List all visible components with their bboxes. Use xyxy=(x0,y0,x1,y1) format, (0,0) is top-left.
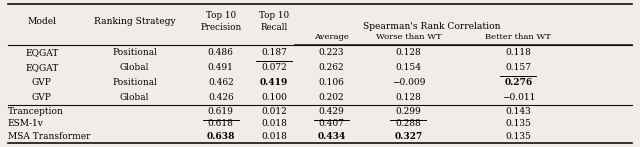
Text: 0.426: 0.426 xyxy=(208,93,234,102)
Text: Average: Average xyxy=(314,33,349,41)
Text: 0.434: 0.434 xyxy=(317,132,346,141)
Text: 0.462: 0.462 xyxy=(208,78,234,87)
Text: 0.407: 0.407 xyxy=(319,119,344,128)
Text: −0.009: −0.009 xyxy=(392,78,425,87)
Text: GVP: GVP xyxy=(31,93,52,102)
Text: 0.419: 0.419 xyxy=(260,78,288,87)
Text: EQGAT: EQGAT xyxy=(25,48,58,57)
Text: Positional: Positional xyxy=(112,48,157,57)
Text: 0.299: 0.299 xyxy=(396,107,421,116)
Text: Top 10
Precision: Top 10 Precision xyxy=(200,11,241,32)
Text: 0.187: 0.187 xyxy=(261,48,287,57)
Text: 0.262: 0.262 xyxy=(319,63,344,72)
Text: Worse than WT: Worse than WT xyxy=(376,33,441,41)
Text: 0.118: 0.118 xyxy=(506,48,531,57)
Text: 0.135: 0.135 xyxy=(506,132,531,141)
Text: 0.018: 0.018 xyxy=(261,132,287,141)
Text: 0.128: 0.128 xyxy=(396,93,421,102)
Text: 0.157: 0.157 xyxy=(506,63,531,72)
Text: 0.429: 0.429 xyxy=(319,107,344,116)
Text: 0.143: 0.143 xyxy=(506,107,531,116)
Text: 0.491: 0.491 xyxy=(208,63,234,72)
Text: 0.128: 0.128 xyxy=(396,48,421,57)
Text: Spearman's Rank Correlation: Spearman's Rank Correlation xyxy=(363,22,500,31)
Text: 0.018: 0.018 xyxy=(261,119,287,128)
Text: 0.012: 0.012 xyxy=(261,107,287,116)
Text: 0.202: 0.202 xyxy=(319,93,344,102)
Text: Model: Model xyxy=(27,17,56,26)
Text: 0.106: 0.106 xyxy=(319,78,344,87)
Text: 0.100: 0.100 xyxy=(261,93,287,102)
Text: −0.011: −0.011 xyxy=(502,93,535,102)
Text: GVP: GVP xyxy=(31,78,52,87)
Text: Tranception: Tranception xyxy=(8,107,63,116)
Text: ESM-1v: ESM-1v xyxy=(8,119,44,128)
Text: Global: Global xyxy=(120,63,149,72)
Text: 0.072: 0.072 xyxy=(261,63,287,72)
Text: 0.288: 0.288 xyxy=(396,119,421,128)
Text: Top 10
Recall: Top 10 Recall xyxy=(259,11,289,32)
Text: 0.618: 0.618 xyxy=(208,119,234,128)
Text: 0.154: 0.154 xyxy=(396,63,421,72)
Text: 0.327: 0.327 xyxy=(394,132,422,141)
Text: Ranking Strategy: Ranking Strategy xyxy=(93,17,175,26)
Text: 0.619: 0.619 xyxy=(208,107,234,116)
Text: Positional: Positional xyxy=(112,78,157,87)
Text: EQGAT: EQGAT xyxy=(25,63,58,72)
Text: Global: Global xyxy=(120,93,149,102)
Text: 0.486: 0.486 xyxy=(208,48,234,57)
Text: 0.135: 0.135 xyxy=(506,119,531,128)
Text: 0.276: 0.276 xyxy=(504,78,532,87)
Text: 0.223: 0.223 xyxy=(319,48,344,57)
Text: 0.638: 0.638 xyxy=(207,132,235,141)
Text: MSA Transformer: MSA Transformer xyxy=(8,132,90,141)
Text: Better than WT: Better than WT xyxy=(486,33,551,41)
